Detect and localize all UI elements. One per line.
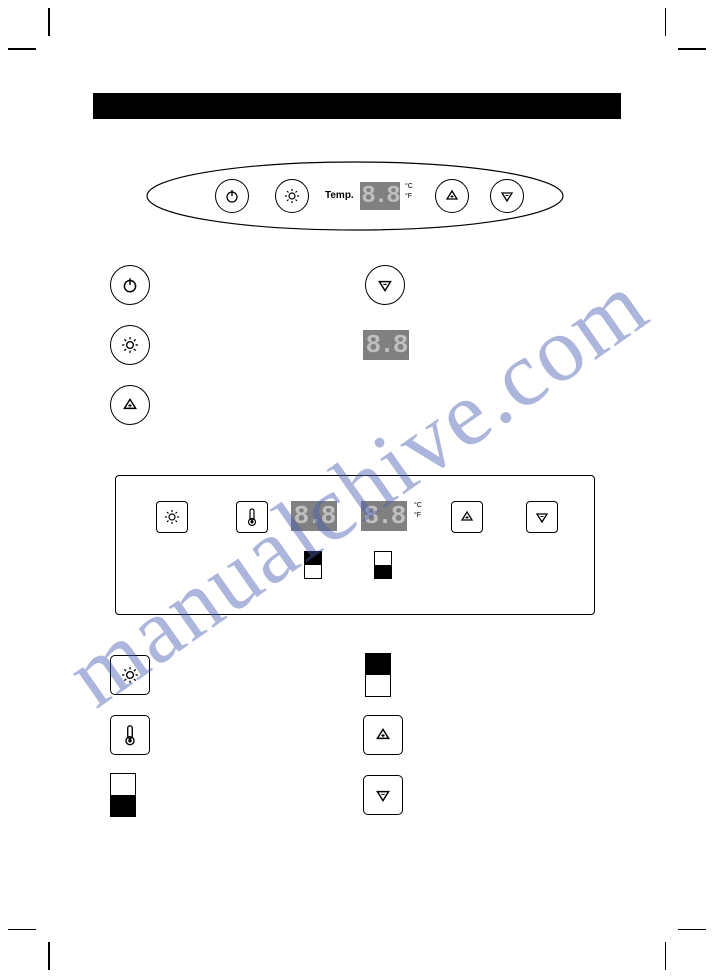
temp-down-icon xyxy=(363,775,403,815)
crop-mark xyxy=(48,8,50,36)
upper-zone-icon xyxy=(365,653,391,697)
temp-label: Temp. xyxy=(325,190,354,201)
temp-up-icon xyxy=(110,385,150,425)
unit-labels: °C °F xyxy=(414,501,422,521)
crop-mark xyxy=(48,942,50,970)
crop-mark xyxy=(665,942,667,970)
unit-fahrenheit: °F xyxy=(405,192,413,202)
light-button[interactable] xyxy=(156,501,188,533)
crop-mark xyxy=(8,929,36,931)
crop-mark xyxy=(678,929,706,931)
crop-mark xyxy=(678,48,706,50)
display-upper-zone: 8.8 xyxy=(291,501,337,531)
header-bar xyxy=(93,93,621,119)
thermometer-icon xyxy=(110,715,150,755)
temp-up-button[interactable] xyxy=(435,179,469,213)
temp-down-icon xyxy=(365,265,405,305)
power-button[interactable] xyxy=(215,179,249,213)
control-panel-dual-zone: 8.8 8.8 °C °F xyxy=(115,475,595,615)
unit-celsius: °C xyxy=(414,501,422,511)
lower-zone-icon xyxy=(110,773,136,817)
temp-down-button[interactable] xyxy=(526,501,558,533)
unit-fahrenheit: °F xyxy=(414,511,422,521)
crop-mark xyxy=(8,48,36,50)
thermometer-button[interactable] xyxy=(236,501,268,533)
temp-down-button[interactable] xyxy=(490,179,524,213)
unit-labels: °C °F xyxy=(405,182,413,202)
temp-up-button[interactable] xyxy=(451,501,483,533)
control-panel-single-zone: Temp. 8.8 °C °F xyxy=(145,160,565,232)
temp-up-icon xyxy=(363,715,403,755)
lower-zone-marker xyxy=(374,551,392,579)
crop-mark xyxy=(665,8,667,36)
temperature-display: 8.8 xyxy=(360,182,400,210)
display-lower-zone: 8.8 xyxy=(361,501,407,531)
light-icon xyxy=(110,655,150,695)
light-icon xyxy=(110,325,150,365)
light-button[interactable] xyxy=(275,179,309,213)
display-icon: 8.8 xyxy=(363,330,409,360)
power-icon xyxy=(110,265,150,305)
upper-zone-marker xyxy=(304,551,322,579)
unit-celsius: °C xyxy=(405,182,413,192)
